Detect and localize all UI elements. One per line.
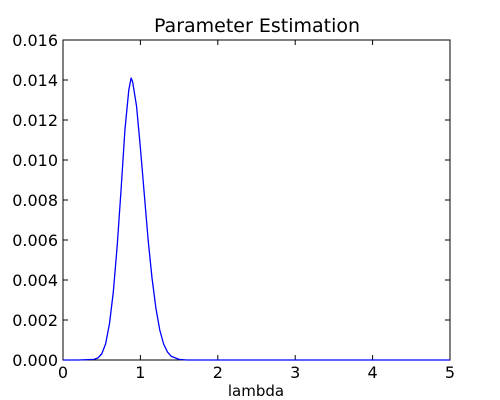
y-tick-label: 0.000 <box>12 351 58 370</box>
y-tick-label: 0.014 <box>12 71 58 90</box>
y-tick-label: 0.002 <box>12 311 58 330</box>
x-axis-label: lambda <box>228 382 284 400</box>
y-tick-label: 0.012 <box>12 111 58 130</box>
x-tick-label: 5 <box>445 363 455 382</box>
x-tick-label: 4 <box>368 363 378 382</box>
series-line <box>63 77 450 361</box>
chart-title: Parameter Estimation <box>154 15 360 37</box>
x-tick-labels: 0 1 2 3 4 5 <box>58 363 455 382</box>
y-tick-label: 0.006 <box>12 231 58 250</box>
x-tick-label: 0 <box>58 363 68 382</box>
y-tick-label: 0.008 <box>12 191 58 210</box>
y-tick-label: 0.016 <box>12 31 58 50</box>
x-tick-label: 1 <box>135 363 145 382</box>
series-layer <box>63 77 450 361</box>
y-tick-label: 0.004 <box>12 271 58 290</box>
plot-area <box>62 39 451 361</box>
y-tick-label: 0.010 <box>12 151 58 170</box>
x-tick-label: 3 <box>290 363 300 382</box>
x-tick-label: 2 <box>213 363 223 382</box>
y-tick-labels: 0.000 0.002 0.004 0.006 0.008 0.010 0.012 0.014… <box>12 31 58 370</box>
